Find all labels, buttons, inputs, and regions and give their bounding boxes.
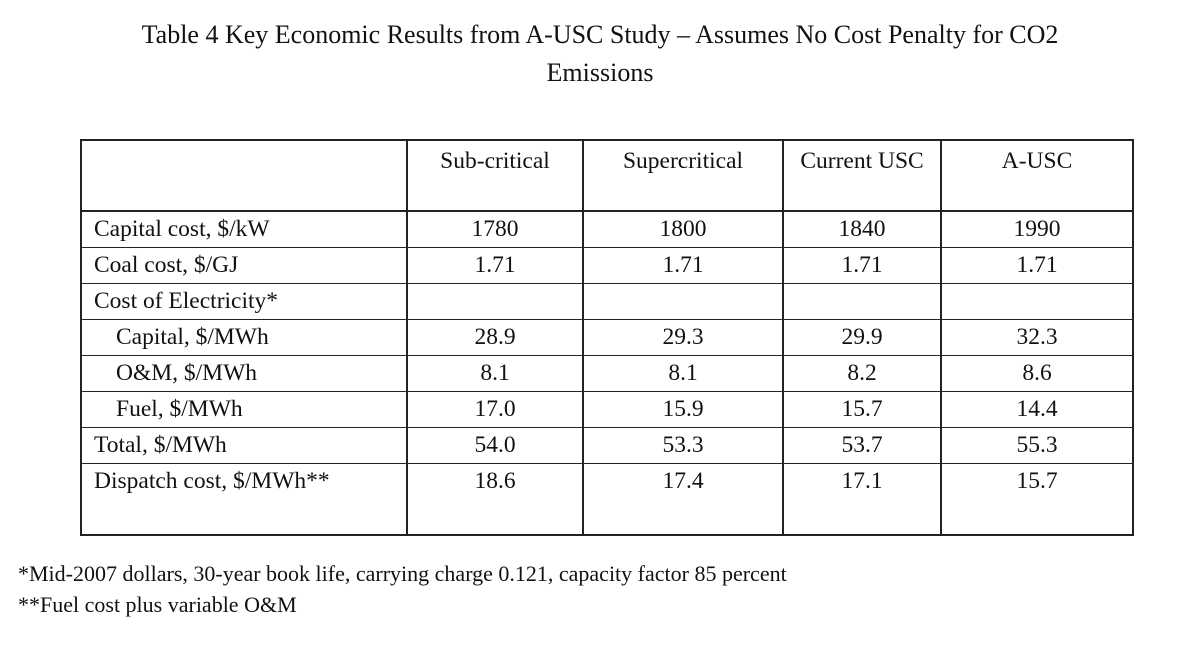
table-cell: 14.4 — [940, 391, 1134, 428]
row-label: Fuel, $/MWh — [80, 391, 408, 428]
table-row: Cost of Electricity* — [80, 283, 1134, 320]
table-row: Coal cost, $/GJ 1.71 1.71 1.71 1.71 — [80, 247, 1134, 284]
table-cell: 28.9 — [406, 319, 584, 356]
table-cell: 29.9 — [782, 319, 942, 356]
header-a-usc: A-USC — [940, 140, 1134, 212]
economic-results-table: Sub-critical Supercritical Current USC A… — [80, 139, 1134, 536]
table-cell — [940, 283, 1134, 320]
table-cell: 1800 — [582, 211, 784, 248]
table-row: Fuel, $/MWh 17.0 15.9 15.7 14.4 — [80, 391, 1134, 428]
header-row: Sub-critical Supercritical Current USC A… — [80, 140, 1134, 212]
table-cell: 8.2 — [782, 355, 942, 392]
table-cell: 8.1 — [582, 355, 784, 392]
table-cell: 1840 — [782, 211, 942, 248]
caption-line-1: Table 4 Key Economic Results from A-USC … — [141, 20, 1059, 49]
table-cell — [782, 283, 942, 320]
row-label: Coal cost, $/GJ — [80, 247, 408, 284]
table-row: Capital cost, $/kW 1780 1800 1840 1990 — [80, 211, 1134, 248]
table-cell: 1.71 — [582, 247, 784, 284]
table-cell: 53.3 — [582, 427, 784, 464]
table-caption: Table 4 Key Economic Results from A-USC … — [0, 16, 1200, 92]
footnote-2: **Fuel cost plus variable O&M — [18, 592, 297, 617]
table-cell: 1990 — [940, 211, 1134, 248]
table-cell: 8.6 — [940, 355, 1134, 392]
table-cell: 17.1 — [782, 463, 942, 535]
table-row: Dispatch cost, $/MWh** 18.6 17.4 17.1 15… — [80, 463, 1134, 535]
table-cell: 53.7 — [782, 427, 942, 464]
table-row: Total, $/MWh 54.0 53.3 53.7 55.3 — [80, 427, 1134, 464]
table-row: O&M, $/MWh 8.1 8.1 8.2 8.6 — [80, 355, 1134, 392]
row-label: Total, $/MWh — [80, 427, 408, 464]
table-cell: 1780 — [406, 211, 584, 248]
table-cell: 55.3 — [940, 427, 1134, 464]
table-cell — [406, 283, 584, 320]
header-supercritical: Supercritical — [582, 140, 784, 212]
header-empty — [80, 140, 408, 212]
table-cell: 15.7 — [782, 391, 942, 428]
table-cell: 1.71 — [406, 247, 584, 284]
table-cell: 1.71 — [940, 247, 1134, 284]
table-cell: 15.9 — [582, 391, 784, 428]
table-cell: 8.1 — [406, 355, 584, 392]
table-cell: 32.3 — [940, 319, 1134, 356]
table-cell: 18.6 — [406, 463, 584, 535]
footnote-1: *Mid-2007 dollars, 30-year book life, ca… — [18, 561, 787, 586]
header-current-usc: Current USC — [782, 140, 942, 212]
row-label: Capital cost, $/kW — [80, 211, 408, 248]
table-cell: 17.4 — [582, 463, 784, 535]
row-label: Dispatch cost, $/MWh** — [80, 463, 408, 535]
caption-line-2: Emissions — [546, 58, 654, 87]
table-row: Capital, $/MWh 28.9 29.3 29.9 32.3 — [80, 319, 1134, 356]
row-label: Cost of Electricity* — [80, 283, 408, 320]
table-cell — [582, 283, 784, 320]
table-cell: 15.7 — [940, 463, 1134, 535]
row-label: Capital, $/MWh — [80, 319, 408, 356]
table-cell: 17.0 — [406, 391, 584, 428]
header-sub-critical: Sub-critical — [406, 140, 584, 212]
table-cell: 29.3 — [582, 319, 784, 356]
row-label: O&M, $/MWh — [80, 355, 408, 392]
table-cell: 1.71 — [782, 247, 942, 284]
table-cell: 54.0 — [406, 427, 584, 464]
table-footnotes: *Mid-2007 dollars, 30-year book life, ca… — [18, 558, 787, 620]
